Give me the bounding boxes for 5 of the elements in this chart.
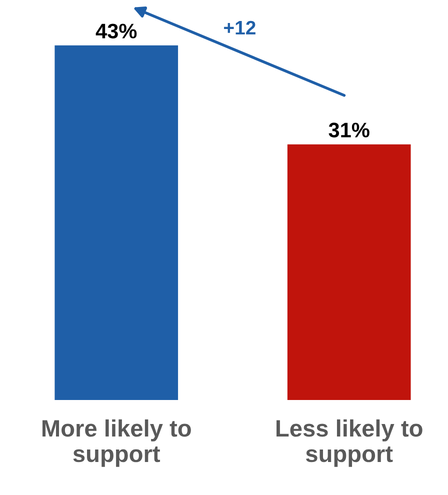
data-label: 43%: [96, 24, 137, 38]
data-label: 31%: [328, 122, 370, 138]
x-tick-label: More likely to support: [42, 419, 191, 467]
text: +12: [224, 20, 256, 34]
x-tick-label: Less likely to support: [276, 419, 422, 467]
